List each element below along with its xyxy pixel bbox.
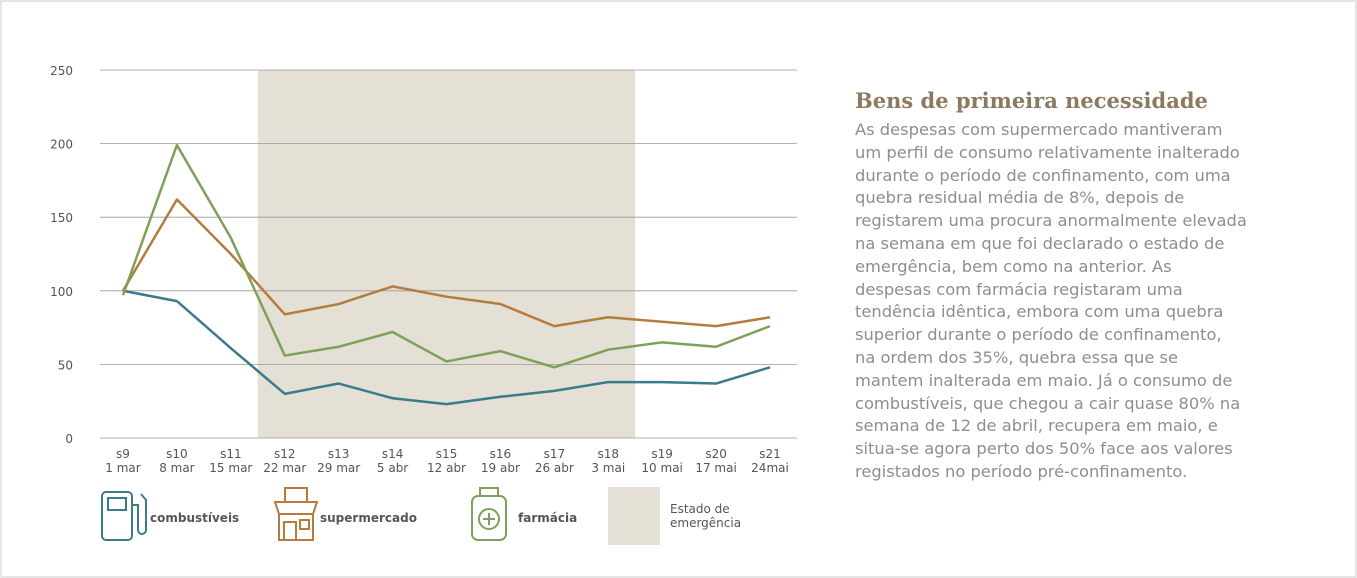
legend-label: combustíveis bbox=[150, 511, 239, 525]
legend-shade-label: Estado de bbox=[670, 502, 730, 516]
x-tick-label: s13 bbox=[328, 447, 350, 461]
y-tick-label: 0 bbox=[65, 432, 73, 446]
x-tick-date: 1 mar bbox=[105, 461, 140, 475]
text-line: tendência idêntica, embora com uma quebr… bbox=[855, 302, 1224, 322]
text-line: registarem uma procura anormalmente elev… bbox=[855, 211, 1247, 231]
legend-label: farmácia bbox=[518, 511, 577, 525]
y-tick-label: 50 bbox=[58, 358, 73, 372]
x-tick-label: s17 bbox=[544, 447, 566, 461]
y-tick-label: 200 bbox=[50, 138, 73, 152]
x-tick-date: 19 abr bbox=[481, 461, 520, 475]
x-tick-date: 26 abr bbox=[535, 461, 574, 475]
text-line: As despesas com supermercado mantiveram bbox=[855, 120, 1223, 139]
x-tick-label: s14 bbox=[382, 447, 404, 461]
y-tick-label: 100 bbox=[50, 285, 73, 299]
text-title: Bens de primeira necessidade bbox=[855, 88, 1208, 113]
x-tick-label: s19 bbox=[651, 447, 673, 461]
x-tick-label: s21 bbox=[759, 447, 781, 461]
x-tick-label: s18 bbox=[597, 447, 619, 461]
text-line: semana de 12 de abril, recupera em maio,… bbox=[855, 416, 1218, 436]
text-line: situa-se agora perto dos 50% face aos va… bbox=[855, 439, 1233, 459]
legend-label: supermercado bbox=[320, 511, 417, 525]
fuel-icon bbox=[101, 491, 147, 541]
text-line: superior durante o período de confinamen… bbox=[855, 325, 1222, 345]
y-tick-label: 250 bbox=[50, 64, 73, 78]
x-tick-date: 15 mar bbox=[209, 461, 252, 475]
x-tick-date: 5 abr bbox=[377, 461, 408, 475]
x-tick-label: s12 bbox=[274, 447, 296, 461]
series-line bbox=[121, 198, 771, 328]
x-tick-label: s20 bbox=[705, 447, 727, 461]
side-text: Bens de primeira necessidade As despesas… bbox=[855, 88, 1247, 484]
x-tick-label: s15 bbox=[436, 447, 458, 461]
x-tick-date: 24mai bbox=[751, 461, 789, 475]
x-tick-label: s10 bbox=[166, 447, 188, 461]
series-line bbox=[122, 289, 771, 406]
text-line: registados no período pré-confinamento. bbox=[855, 461, 1188, 481]
x-tick-label: s11 bbox=[220, 447, 242, 461]
text-line: na semana em que foi declarado o estado … bbox=[855, 233, 1225, 253]
x-tick-label: s9 bbox=[116, 447, 130, 461]
x-tick-label: s16 bbox=[490, 447, 512, 461]
x-tick-date: 3 mai bbox=[591, 461, 625, 475]
text-line: na ordem dos 35%, quebra essa que se bbox=[855, 347, 1179, 367]
x-tick-date: 12 abr bbox=[427, 461, 466, 475]
legend-shade-label: emergência bbox=[670, 516, 741, 530]
x-tick-date: 10 mai bbox=[641, 461, 682, 475]
x-tick-date: 29 mar bbox=[317, 461, 360, 475]
emergency-shade bbox=[257, 70, 636, 438]
pharmacy-icon bbox=[471, 487, 507, 541]
text-line: emergência, bem como na anterior. As bbox=[855, 256, 1172, 276]
legend-icons bbox=[101, 487, 507, 541]
shop-icon bbox=[273, 487, 319, 541]
text-line: um perfil de consumo relativamente inalt… bbox=[855, 142, 1240, 162]
text-line: combustíveis, que chegou a cair quase 80… bbox=[855, 393, 1241, 413]
y-tick-label: 150 bbox=[50, 211, 73, 225]
legend-shade bbox=[608, 487, 660, 545]
series-line bbox=[121, 143, 771, 369]
text-line: despesas com farmácia registaram uma bbox=[855, 279, 1183, 299]
text-line: durante o período de confinamento, com u… bbox=[855, 165, 1231, 185]
text-line: quebra residual média de 8%, depois de bbox=[855, 188, 1185, 208]
x-tick-date: 22 mar bbox=[263, 461, 306, 475]
x-tick-date: 17 mai bbox=[695, 461, 736, 475]
text-line: mantem inalterada em maio. Já o consumo … bbox=[855, 370, 1233, 390]
x-tick-date: 8 mar bbox=[159, 461, 194, 475]
